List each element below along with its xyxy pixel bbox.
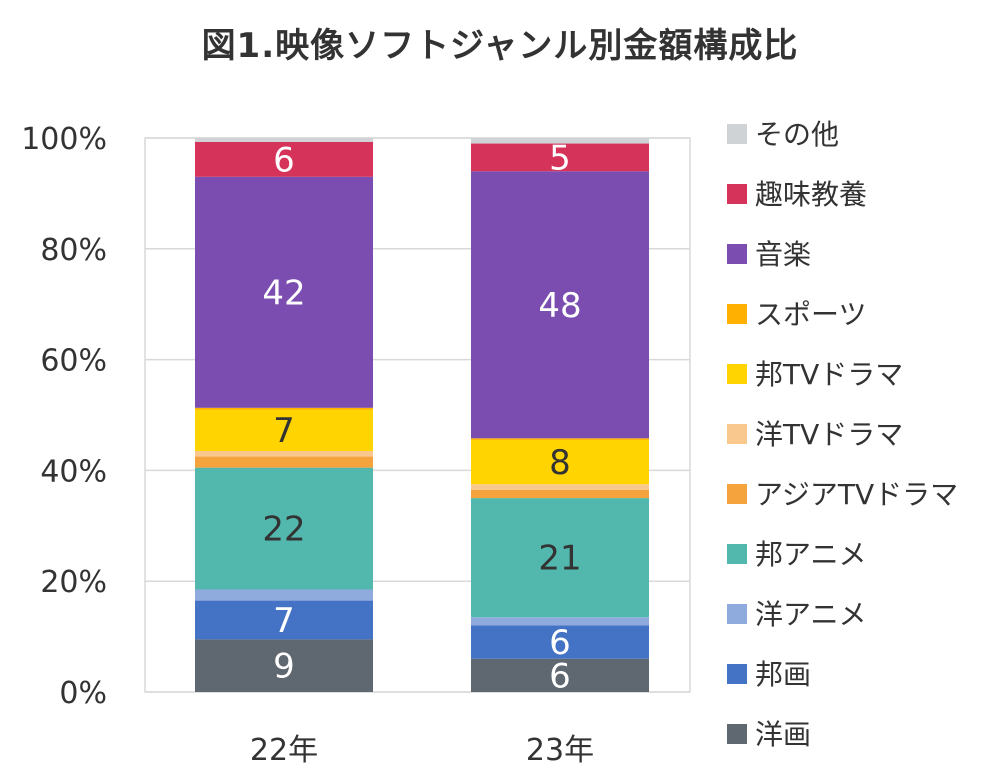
data-label: 8 [549,443,571,483]
bar-segment [471,625,649,659]
y-tick-label: 0% [59,676,107,711]
bar-segment [471,171,649,439]
bar-segment [195,407,373,410]
legend-label: 邦画 [755,658,811,691]
bar-segment [471,658,649,692]
legend-swatch [727,244,747,264]
legend-swatch [727,424,747,444]
legend-swatch [727,364,747,384]
bar-segment [471,143,649,172]
legend-label: 洋TVドラマ [755,418,903,451]
bar-segment [195,456,373,468]
data-label: 6 [549,656,571,696]
legend-label: その他 [755,118,839,151]
legend-label: 洋アニメ [755,598,866,631]
bar-segment [471,498,649,618]
legend-label: スポーツ [755,298,866,331]
data-label: 48 [538,286,581,326]
legend-swatch [727,484,747,504]
bar-segment [195,451,373,457]
x-tick-label: 22年 [250,733,318,768]
x-tick-label: 23年 [526,733,594,768]
y-tick-label: 100% [21,122,107,157]
data-label: 21 [538,539,581,579]
legend-swatch [727,664,747,684]
legend-swatch [727,304,747,324]
legend-label: 音楽 [755,238,811,271]
legend-swatch [727,724,747,744]
data-label: 9 [273,647,295,687]
bar-segment [471,138,649,144]
bar-segment [471,489,649,499]
chart-title: 図1.映像ソフトジャンル別金額構成比 [201,26,799,66]
data-label: 7 [273,411,295,451]
data-label: 6 [549,623,571,663]
legend-label: 邦TVドラマ [755,358,903,391]
data-label: 22 [262,510,305,550]
legend-swatch [727,184,747,204]
y-tick-label: 40% [40,454,107,489]
y-tick-label: 60% [40,344,107,379]
data-label: 5 [549,138,571,178]
legend-swatch [727,604,747,624]
legend-label: 邦アニメ [755,538,866,571]
data-label: 6 [273,140,295,180]
y-tick-label: 20% [40,565,107,600]
bar-segment [195,639,373,692]
legend-label: 洋画 [755,718,811,751]
bar-segment [195,589,373,601]
legend-label: 趣味教養 [755,178,867,211]
data-label: 42 [262,273,305,313]
bar-segment [195,141,373,177]
bar-segment [195,409,373,452]
bar-segment [471,439,649,485]
bar-segment [195,600,373,640]
bar-segment [471,617,649,626]
bar-segment [195,467,373,590]
y-tick-label: 80% [40,233,107,268]
bar-segment [195,138,373,142]
legend-swatch [727,544,747,564]
bar-segment [195,176,373,408]
legend-swatch [727,124,747,144]
legend-label: アジアTVドラマ [755,478,958,511]
data-label: 7 [273,601,295,641]
bar-segment [471,484,649,490]
bar-segment [471,438,649,440]
